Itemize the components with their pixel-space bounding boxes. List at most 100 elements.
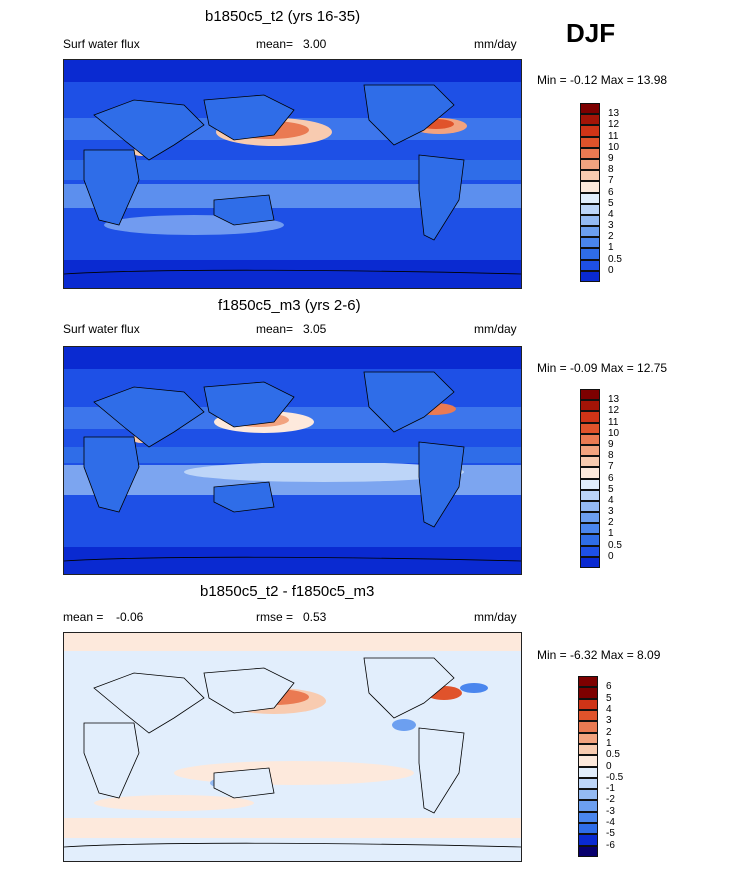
colorbar-segment bbox=[580, 433, 600, 445]
colorbar-tick-label: 5 bbox=[608, 483, 614, 495]
colorbar-tick-label: 13 bbox=[608, 394, 620, 406]
panel1-south-america-outline bbox=[418, 154, 465, 241]
colorbar-tick-label: 7 bbox=[608, 461, 614, 473]
colorbar-segment bbox=[580, 125, 600, 137]
panel2-units: mm/day bbox=[474, 322, 517, 336]
colorbar-tick-label: 10 bbox=[608, 141, 620, 153]
colorbar-tick-label: 10 bbox=[608, 427, 620, 439]
panel3-negative-patch-1 bbox=[392, 719, 416, 731]
colorbar-segment bbox=[578, 811, 598, 824]
panel1-title: b1850c5_t2 (yrs 16-35) bbox=[205, 8, 361, 25]
colorbar-segment bbox=[580, 467, 600, 479]
colorbar-segment bbox=[580, 512, 600, 524]
colorbar-segment bbox=[580, 389, 600, 401]
colorbar-tick-label: 4 bbox=[608, 494, 614, 506]
panel2-mean-label: mean= bbox=[256, 322, 294, 336]
colorbar-segment bbox=[578, 755, 598, 767]
colorbar-tick-label: 12 bbox=[608, 405, 620, 417]
panel2-australia-outline bbox=[213, 481, 275, 513]
panel2-antarctic-band bbox=[64, 547, 521, 574]
colorbar-segment bbox=[578, 789, 598, 801]
colorbar-segment bbox=[580, 103, 600, 115]
colorbar-tick-label: 8 bbox=[608, 450, 614, 462]
panel2-colorbar: 13 12 11 10 9 8 7 6 5 4 3 2 1 0.5 0 bbox=[580, 389, 622, 568]
season-label: DJF bbox=[566, 18, 616, 48]
colorbar-tick-label: 4 bbox=[608, 208, 614, 220]
colorbar-segment bbox=[580, 489, 600, 501]
colorbar-tick-label: 12 bbox=[608, 119, 620, 131]
colorbar-tick-label: 0 bbox=[608, 264, 614, 276]
colorbar-tick-label: 0.5 bbox=[608, 539, 622, 551]
colorbar-tick-label: -5 bbox=[606, 828, 615, 840]
panel1-variable-label: Surf water flux bbox=[63, 37, 140, 51]
panel2-pacific-itcz bbox=[184, 462, 464, 482]
panel1-north-america-outline bbox=[363, 84, 455, 146]
panel2-africa-outline bbox=[83, 436, 140, 513]
colorbar-tick-label: -4 bbox=[606, 817, 615, 829]
colorbar-segment bbox=[578, 732, 598, 744]
panel1-map bbox=[63, 59, 522, 289]
colorbar-segment bbox=[578, 687, 598, 699]
panel1-asia-outline bbox=[203, 94, 295, 141]
colorbar-tick-label: 0.5 bbox=[608, 253, 622, 265]
colorbar-segment bbox=[580, 203, 600, 215]
panel3-title: b1850c5_t2 - f1850c5_m3 bbox=[200, 583, 375, 600]
colorbar-segment bbox=[580, 237, 600, 249]
panel3-southern-band bbox=[64, 818, 521, 838]
colorbar-segment bbox=[580, 534, 600, 546]
colorbar-segment bbox=[578, 721, 598, 733]
panel2-south-america-outline bbox=[418, 441, 465, 528]
colorbar-tick-label: -3 bbox=[606, 805, 615, 817]
colorbar-tick-label: 1 bbox=[606, 737, 612, 749]
colorbar-segment bbox=[578, 676, 598, 688]
panel2-antarctica-outline bbox=[64, 556, 521, 562]
panel3-africa-outline bbox=[83, 722, 140, 799]
panel2-variable-label: Surf water flux bbox=[63, 322, 140, 336]
panel3-eurasia-outline bbox=[93, 672, 205, 734]
colorbar-tick-label: 0 bbox=[606, 760, 612, 772]
colorbar-segment bbox=[578, 698, 598, 710]
colorbar-segment bbox=[580, 545, 600, 557]
colorbar-segment bbox=[580, 147, 600, 159]
panel3-units: mm/day bbox=[474, 610, 517, 624]
panel1-antarctica-outline bbox=[64, 269, 521, 275]
colorbar-tick-label: 5 bbox=[608, 197, 614, 209]
panel2-min-max: Min = -0.09 Max = 12.75 bbox=[537, 361, 668, 375]
panel2-map-svg bbox=[64, 347, 521, 574]
colorbar-segment bbox=[578, 766, 598, 778]
panel2-title: f1850c5_m3 (yrs 2-6) bbox=[218, 297, 361, 314]
colorbar-tick-label: 6 bbox=[606, 681, 612, 693]
colorbar-tick-label: 4 bbox=[606, 703, 612, 715]
panel3-indian-positive bbox=[94, 795, 254, 811]
panel1-eurasia-outline bbox=[93, 99, 205, 161]
colorbar-segment bbox=[580, 114, 600, 126]
panel3-mean-value: -0.06 bbox=[116, 610, 144, 624]
colorbar-segment bbox=[580, 226, 600, 238]
colorbar-tick-label: -1 bbox=[606, 783, 615, 795]
panel2-asia-outline bbox=[203, 381, 295, 428]
panel3-rmse-value: 0.53 bbox=[303, 610, 327, 624]
panel2-eurasia-outline bbox=[93, 386, 205, 448]
panel3-rmse-label: rmse = bbox=[256, 610, 294, 624]
panel2-arctic-band bbox=[64, 347, 521, 369]
panel3-negative-patch-2 bbox=[460, 683, 488, 693]
panel3-colorbar: 6 5 4 3 2 1 0.5 0 -0.5 -1 -2 -3 -4 -5 -6 bbox=[578, 676, 623, 857]
colorbar-segment bbox=[578, 845, 598, 857]
colorbar-tick-label: 1 bbox=[608, 242, 614, 254]
panel3-map bbox=[63, 632, 522, 862]
colorbar-tick-label: 3 bbox=[606, 715, 612, 727]
colorbar-segment bbox=[578, 777, 598, 790]
colorbar-segment bbox=[580, 158, 600, 171]
panel2-mean-value: 3.05 bbox=[303, 322, 327, 336]
panel1-arctic-band bbox=[64, 60, 521, 82]
colorbar-segment bbox=[580, 411, 600, 423]
colorbar-tick-label: 11 bbox=[608, 416, 619, 428]
colorbar-tick-label: -0.5 bbox=[606, 771, 624, 783]
panel2-map bbox=[63, 346, 522, 575]
panel1-colorbar: 13 12 11 10 9 8 7 6 5 4 3 2 1 0.5 0 bbox=[580, 103, 622, 282]
colorbar-segment bbox=[580, 181, 600, 193]
panel1-africa-outline bbox=[83, 149, 140, 226]
colorbar-tick-label: 2 bbox=[606, 726, 612, 738]
colorbar-tick-label: 13 bbox=[608, 108, 620, 120]
colorbar-tick-label: 6 bbox=[608, 472, 614, 484]
